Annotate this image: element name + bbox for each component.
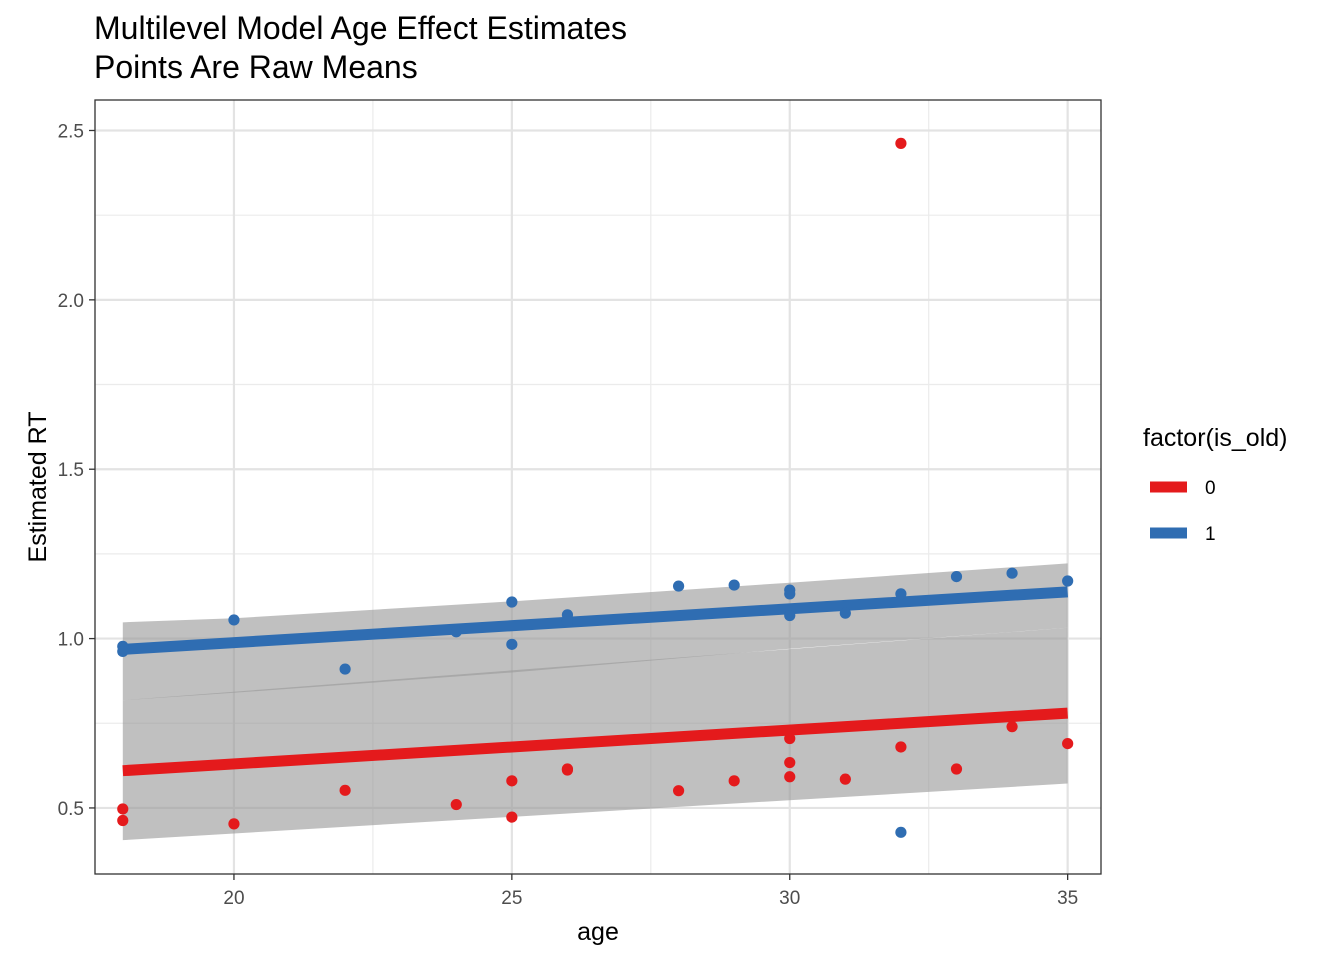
confidence-band-1 xyxy=(122,563,1068,701)
chart-title: Multilevel Model Age Effect Estimates xyxy=(94,10,627,46)
y-tick-label-0: 0.5 xyxy=(58,799,84,820)
legend-key-1-point xyxy=(1163,528,1173,538)
point-1-6 xyxy=(506,638,518,650)
point-0-5 xyxy=(506,775,518,787)
x-tick-label-0: 20 xyxy=(223,888,244,909)
x-axis: 20 25 30 35 xyxy=(223,874,1078,909)
point-1-2 xyxy=(228,614,240,626)
point-0-14 xyxy=(839,773,851,785)
point-1-5 xyxy=(506,596,518,608)
point-1-8 xyxy=(561,616,574,628)
y-axis: 0.5 1.0 1.5 2.0 2.5 xyxy=(58,121,95,820)
x-axis-title: age xyxy=(577,918,619,946)
point-0-9 xyxy=(672,785,685,797)
point-0-10 xyxy=(728,775,740,787)
x-tick-label-1: 25 xyxy=(501,888,522,909)
point-0-1 xyxy=(117,814,129,827)
point-0-4 xyxy=(450,798,462,811)
y-tick-label-2: 1.5 xyxy=(58,460,84,481)
y-tick-label-4: 2.5 xyxy=(58,121,84,142)
legend-title: factor(is_old) xyxy=(1143,424,1288,452)
chart-subtitle: Points Are Raw Means xyxy=(94,49,418,85)
point-0-11 xyxy=(784,732,796,745)
legend-label-0: 0 xyxy=(1205,478,1216,499)
panel-border xyxy=(94,99,1102,875)
point-1-19 xyxy=(1062,575,1074,587)
point-1-1 xyxy=(117,645,129,658)
legend-label-1: 1 xyxy=(1205,524,1216,545)
point-1-16 xyxy=(895,826,907,838)
point-0-15 xyxy=(895,137,907,149)
point-1-15 xyxy=(895,588,907,600)
point-0-8 xyxy=(561,763,574,775)
legend: factor(is_old) 0 1 xyxy=(1143,424,1288,545)
x-tick-label-3: 35 xyxy=(1057,888,1078,909)
point-0-18 xyxy=(1006,721,1018,733)
point-0-12 xyxy=(784,756,796,769)
y-tick-label-3: 2.0 xyxy=(58,291,84,312)
point-0-3 xyxy=(339,784,351,796)
fit-line-1 xyxy=(122,586,1068,655)
plot-panel xyxy=(94,99,1102,875)
confidence-band-0 xyxy=(122,627,1068,841)
point-0-16 xyxy=(895,741,907,753)
point-0-6 xyxy=(506,811,518,823)
legend-key-0-point xyxy=(1163,482,1173,492)
point-0-13 xyxy=(784,771,796,783)
legend-entry-1: 1 xyxy=(1150,524,1216,545)
confidence-bands xyxy=(122,563,1068,841)
point-1-3 xyxy=(339,663,351,675)
y-axis-title: Estimated RT xyxy=(24,412,52,563)
point-0-19 xyxy=(1062,737,1074,750)
point-0-2 xyxy=(228,818,240,830)
data-points xyxy=(117,137,1074,838)
y-tick-label-1: 1.0 xyxy=(58,630,84,651)
point-1-17 xyxy=(950,570,963,583)
point-1-14 xyxy=(839,607,851,619)
point-1-9 xyxy=(672,580,685,592)
point-1-13 xyxy=(784,609,796,622)
point-1-12 xyxy=(784,588,796,600)
point-0-17 xyxy=(950,763,963,775)
point-1-10 xyxy=(728,579,740,591)
fit-lines xyxy=(122,586,1068,777)
point-1-18 xyxy=(1006,567,1018,579)
x-tick-label-2: 30 xyxy=(779,888,800,909)
fit-line-0 xyxy=(122,707,1068,777)
legend-entry-0: 0 xyxy=(1150,478,1216,499)
point-0-0 xyxy=(117,803,129,815)
point-1-4 xyxy=(450,626,462,638)
